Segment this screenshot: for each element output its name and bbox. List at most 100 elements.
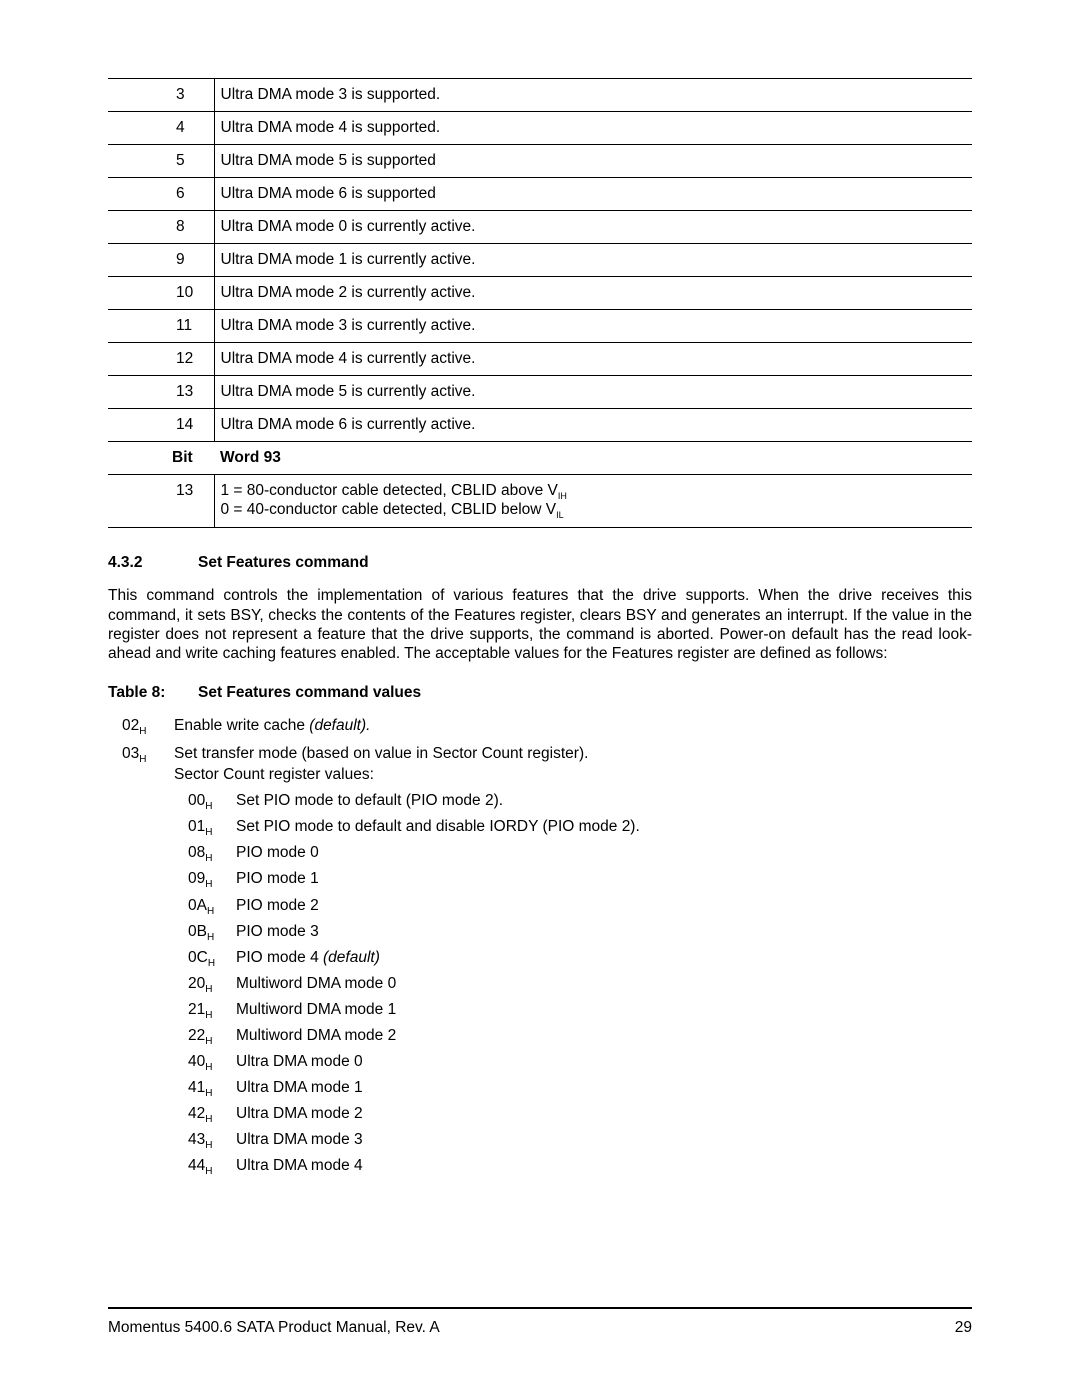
table-row: 9Ultra DMA mode 1 is currently active. <box>108 244 972 277</box>
bit-cell: 13 <box>166 475 214 528</box>
subvalue-code: 42H <box>188 1105 236 1125</box>
table-caption: Set Features command values <box>198 684 421 701</box>
page-footer: Momentus 5400.6 SATA Product Manual, Rev… <box>108 1307 972 1337</box>
table-spacer-cell <box>108 409 166 442</box>
subvalue-text: PIO mode 3 <box>236 923 972 943</box>
table-spacer-cell <box>108 376 166 409</box>
subvalue-row: 01HSet PIO mode to default and disable I… <box>108 818 972 838</box>
section-number: 4.3.2 <box>108 554 198 572</box>
table-spacer-cell <box>108 145 166 178</box>
table-spacer-cell <box>108 112 166 145</box>
subvalue-row: 0AHPIO mode 2 <box>108 897 972 917</box>
table-spacer-cell <box>108 310 166 343</box>
subvalue-text: Set PIO mode to default (PIO mode 2). <box>236 792 972 812</box>
value-text: Set transfer mode (based on value in Sec… <box>174 744 972 786</box>
subvalue-row: 09HPIO mode 1 <box>108 870 972 890</box>
subvalue-row: 08HPIO mode 0 <box>108 844 972 864</box>
word-header: Word 93 <box>214 442 972 475</box>
bit-cell: 5 <box>166 145 214 178</box>
footer-right: 29 <box>955 1319 972 1337</box>
bit-cell: 4 <box>166 112 214 145</box>
subvalue-code: 0CH <box>188 949 236 969</box>
subvalue-row: 00HSet PIO mode to default (PIO mode 2). <box>108 792 972 812</box>
table-number: Table 8: <box>108 684 198 702</box>
subvalue-text: Multiword DMA mode 0 <box>236 975 972 995</box>
subvalue-text: PIO mode 1 <box>236 870 972 890</box>
table-spacer-cell <box>108 79 166 112</box>
subvalue-code: 0BH <box>188 923 236 943</box>
table-row: 3Ultra DMA mode 3 is supported. <box>108 79 972 112</box>
subvalue-text: Multiword DMA mode 1 <box>236 1001 972 1021</box>
section-body: This command controls the implementation… <box>108 586 972 664</box>
value-code: 02H <box>108 716 174 739</box>
bit-cell: 10 <box>166 277 214 310</box>
subvalue-code: 20H <box>188 975 236 995</box>
desc-cell: Ultra DMA mode 2 is currently active. <box>214 277 972 310</box>
value-row: 02HEnable write cache (default). <box>108 716 972 739</box>
desc-cell: Ultra DMA mode 4 is currently active. <box>214 343 972 376</box>
subvalue-row: 20HMultiword DMA mode 0 <box>108 975 972 995</box>
desc-cell: Ultra DMA mode 3 is supported. <box>214 79 972 112</box>
table-spacer-cell <box>108 442 166 475</box>
bit-table: 3Ultra DMA mode 3 is supported.4Ultra DM… <box>108 78 972 528</box>
table-spacer-cell <box>108 244 166 277</box>
value-row: 03HSet transfer mode (based on value in … <box>108 744 972 786</box>
section-title: Set Features command <box>198 554 369 571</box>
subvalue-code: 0AH <box>188 897 236 917</box>
desc-cell: 1 = 80-conductor cable detected, CBLID a… <box>214 475 972 528</box>
subvalue-code: 22H <box>188 1027 236 1047</box>
page: 3Ultra DMA mode 3 is supported.4Ultra DM… <box>0 0 1080 1397</box>
table-spacer-cell <box>108 178 166 211</box>
table-spacer-cell <box>108 211 166 244</box>
table-title: Table 8:Set Features command values <box>108 684 972 702</box>
desc-cell: Ultra DMA mode 3 is currently active. <box>214 310 972 343</box>
value-text: Enable write cache (default). <box>174 716 972 739</box>
desc-cell: Ultra DMA mode 6 is supported <box>214 178 972 211</box>
table-row: 6Ultra DMA mode 6 is supported <box>108 178 972 211</box>
subvalue-text: PIO mode 4 (default) <box>236 949 972 969</box>
subvalue-text: Ultra DMA mode 3 <box>236 1131 972 1151</box>
subvalue-row: 44HUltra DMA mode 4 <box>108 1157 972 1177</box>
table-row: 8Ultra DMA mode 0 is currently active. <box>108 211 972 244</box>
subvalue-text: Multiword DMA mode 2 <box>236 1027 972 1047</box>
desc-cell: Ultra DMA mode 0 is currently active. <box>214 211 972 244</box>
subvalue-text: Set PIO mode to default and disable IORD… <box>236 818 972 838</box>
desc-cell: Ultra DMA mode 6 is currently active. <box>214 409 972 442</box>
subvalue-text: PIO mode 2 <box>236 897 972 917</box>
subvalue-row: 21HMultiword DMA mode 1 <box>108 1001 972 1021</box>
bit-cell: 13 <box>166 376 214 409</box>
bit-cell: 11 <box>166 310 214 343</box>
bit-cell: 6 <box>166 178 214 211</box>
table-spacer-cell <box>108 475 166 528</box>
table-spacer-cell <box>108 277 166 310</box>
table-row: 11Ultra DMA mode 3 is currently active. <box>108 310 972 343</box>
footer-left: Momentus 5400.6 SATA Product Manual, Rev… <box>108 1319 440 1337</box>
subvalue-text: Ultra DMA mode 4 <box>236 1157 972 1177</box>
table-row: 131 = 80-conductor cable detected, CBLID… <box>108 475 972 528</box>
table-row: 12Ultra DMA mode 4 is currently active. <box>108 343 972 376</box>
desc-cell: Ultra DMA mode 4 is supported. <box>214 112 972 145</box>
subvalue-code: 01H <box>188 818 236 838</box>
subvalue-code: 40H <box>188 1053 236 1073</box>
table-header-row: BitWord 93 <box>108 442 972 475</box>
subvalue-row: 43HUltra DMA mode 3 <box>108 1131 972 1151</box>
subvalue-text: Ultra DMA mode 2 <box>236 1105 972 1125</box>
subvalue-row: 0CHPIO mode 4 (default) <box>108 949 972 969</box>
table-spacer-cell <box>108 343 166 376</box>
subvalue-row: 0BHPIO mode 3 <box>108 923 972 943</box>
desc-cell: Ultra DMA mode 5 is supported <box>214 145 972 178</box>
subvalue-code: 41H <box>188 1079 236 1099</box>
subvalue-code: 00H <box>188 792 236 812</box>
values-list: 02HEnable write cache (default). 03HSet t… <box>108 716 972 1178</box>
subvalue-code: 44H <box>188 1157 236 1177</box>
section-heading: 4.3.2Set Features command <box>108 554 972 572</box>
desc-cell: Ultra DMA mode 5 is currently active. <box>214 376 972 409</box>
subvalue-code: 21H <box>188 1001 236 1021</box>
bit-cell: 12 <box>166 343 214 376</box>
subvalue-code: 43H <box>188 1131 236 1151</box>
subvalue-row: 42HUltra DMA mode 2 <box>108 1105 972 1125</box>
subvalue-row: 41HUltra DMA mode 1 <box>108 1079 972 1099</box>
bit-cell: 3 <box>166 79 214 112</box>
bit-cell: 9 <box>166 244 214 277</box>
table-row: 10Ultra DMA mode 2 is currently active. <box>108 277 972 310</box>
